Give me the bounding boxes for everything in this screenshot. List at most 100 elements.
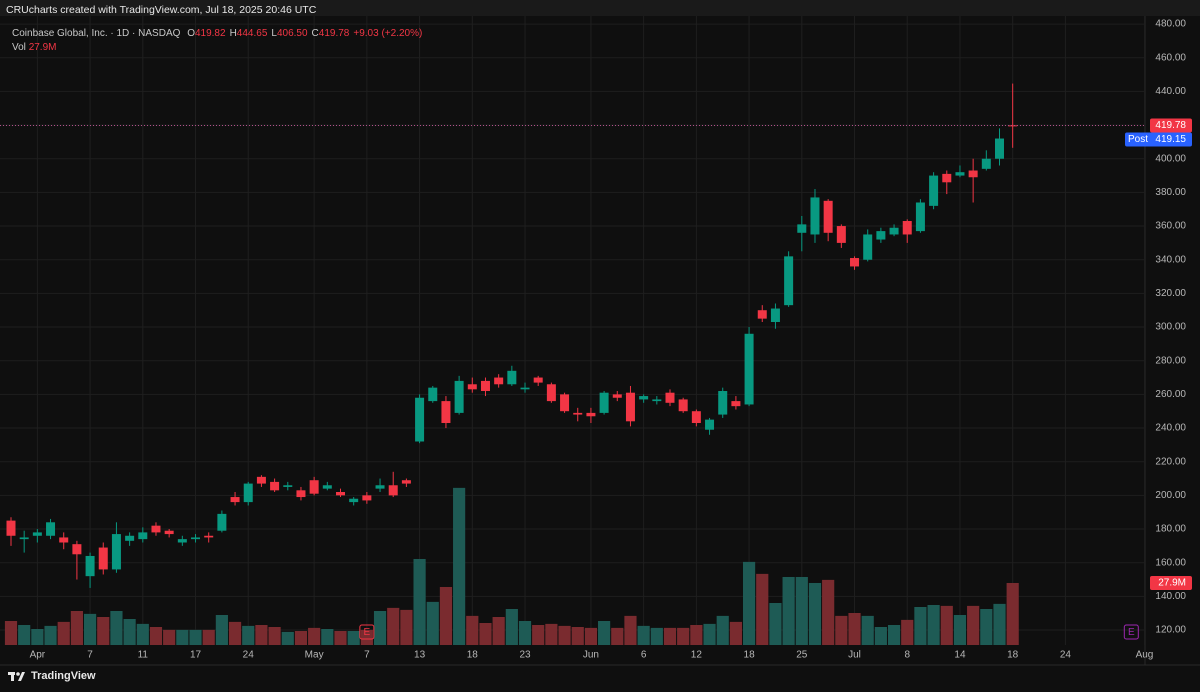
volume-bar	[479, 622, 492, 645]
volume-bar	[835, 615, 848, 645]
candle-body	[770, 308, 780, 322]
x-tick-label: 24	[243, 650, 255, 661]
volume-bar	[426, 601, 439, 645]
candle-body	[929, 175, 939, 206]
candle-body	[981, 158, 991, 169]
volume-bar	[176, 629, 189, 645]
volume-bar	[18, 624, 31, 645]
volume-bar	[677, 627, 690, 645]
candle-body	[599, 392, 609, 413]
volume-last-label: 27.9M	[1158, 578, 1186, 589]
candle-body	[546, 384, 556, 402]
candle-body	[533, 377, 543, 383]
x-tick-label: 18	[1007, 650, 1019, 661]
candle-body	[731, 401, 741, 407]
x-tick-label: 14	[954, 650, 966, 661]
candle-body	[625, 392, 635, 422]
x-tick-label: Aug	[1136, 650, 1154, 661]
volume-bar	[294, 630, 308, 645]
volume-bar	[123, 618, 136, 645]
y-tick-label: 200.00	[1155, 490, 1186, 501]
volume-bar	[756, 573, 769, 645]
legend-value: 419.78	[318, 28, 350, 39]
candle-body	[204, 535, 214, 538]
x-tick-label: 17	[190, 650, 202, 661]
legend-value: 406.50	[276, 28, 308, 39]
candle-body	[955, 172, 965, 176]
volume-bar	[637, 625, 650, 645]
legend-change: +9.03 (+2.20%)	[353, 28, 423, 39]
volume-bar	[492, 616, 505, 645]
volume-bar	[887, 624, 901, 645]
y-tick-label: 260.00	[1155, 389, 1186, 400]
plot-area	[0, 16, 1145, 645]
x-tick-label: 13	[414, 650, 426, 661]
y-tick-label: 360.00	[1155, 221, 1186, 232]
credit: CRUcharts created with TradingView.com, …	[6, 4, 317, 16]
x-tick-label: 18	[467, 650, 479, 661]
candle-body	[968, 170, 978, 178]
earnings-marker	[359, 624, 375, 640]
axis-layer: 120.00 140.00 160.00 180.00 200.00 220.00 240.…	[0, 19, 1192, 661]
volume-bar	[729, 621, 742, 645]
candle-body	[59, 537, 69, 543]
candle-body	[125, 535, 135, 541]
volume-bar	[914, 606, 927, 645]
candle-body	[612, 394, 622, 398]
volume-bar	[967, 605, 980, 645]
earnings-label: E	[1128, 627, 1135, 638]
candle-body	[586, 412, 596, 417]
volume-bar	[228, 621, 242, 645]
volume-bar	[518, 620, 532, 645]
candle-body	[191, 537, 201, 540]
legend-key: C	[311, 28, 319, 39]
candle-body	[467, 384, 477, 390]
volume-last-box	[1150, 575, 1192, 590]
x-tick-label: 8	[904, 650, 910, 661]
x-tick-label: Jul	[848, 650, 861, 661]
candle-body	[691, 411, 701, 423]
volume-bar	[584, 627, 598, 645]
logo	[8, 672, 25, 681]
volume-bar	[334, 630, 347, 645]
volume-bar	[242, 625, 255, 645]
candle-body	[322, 485, 332, 489]
candle-body	[850, 258, 860, 267]
candle-body	[718, 391, 728, 415]
x-tick-label: 12	[691, 650, 703, 661]
candle-body	[705, 419, 715, 430]
symbol: Coinbase Global, Inc. · 1D · NASDAQ	[12, 28, 181, 39]
volume-bar	[83, 613, 97, 645]
volume-bar	[927, 604, 940, 645]
volume-bar	[650, 627, 663, 645]
volume-bar	[980, 608, 993, 645]
y-tick-label: 140.00	[1155, 591, 1186, 602]
candle-body	[441, 401, 451, 423]
x-tick-label: 7	[364, 650, 370, 661]
post-price: 419.15	[1155, 134, 1186, 145]
volume-bar	[953, 614, 967, 645]
volume-bar	[716, 615, 729, 645]
y-tick-label: 220.00	[1155, 456, 1186, 467]
x-tick-label: 11	[138, 650, 149, 661]
candle-body	[32, 532, 42, 536]
y-tick-label: 120.00	[1155, 625, 1186, 636]
y-tick-label: 460.00	[1155, 52, 1186, 63]
last-price-box	[1150, 118, 1192, 133]
candle-body	[230, 497, 240, 503]
candle-body	[336, 492, 345, 496]
candle-body	[573, 412, 583, 415]
candle-body	[19, 537, 29, 540]
candle-body	[270, 481, 280, 491]
candle-body	[560, 394, 570, 412]
volume-bar	[769, 602, 782, 645]
top-bar	[0, 0, 1200, 16]
candle-body	[375, 485, 385, 489]
volume-bar	[215, 614, 228, 645]
candle-body	[6, 520, 16, 536]
x-tick-label: Jun	[583, 650, 599, 661]
candle-body	[639, 396, 649, 400]
candle-body	[98, 547, 108, 570]
candle-body	[520, 387, 530, 390]
